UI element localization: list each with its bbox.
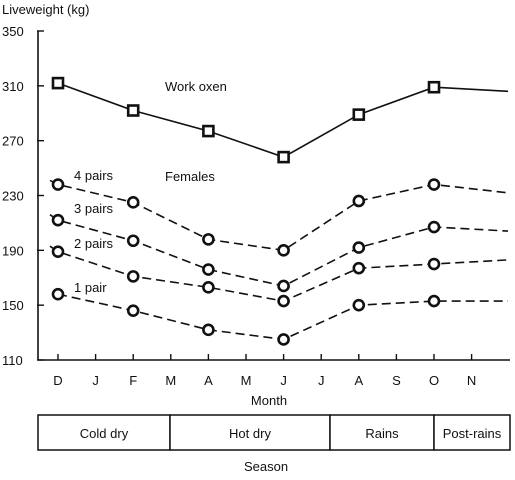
x-tick-label: A (354, 373, 363, 388)
data-point (352, 194, 366, 208)
y-tick-label: 190 (2, 243, 24, 258)
data-point (277, 244, 290, 257)
data-point (427, 178, 441, 191)
data-point (51, 213, 65, 227)
series-label: 3 pairs (74, 201, 114, 216)
y-tick-label: 150 (2, 298, 24, 313)
season-box (37, 414, 171, 451)
season-name: Cold dry (80, 426, 129, 441)
series-line (49, 179, 509, 252)
annotation-females: Females (165, 169, 215, 184)
data-point (202, 281, 215, 294)
x-tick-label: J (318, 373, 325, 388)
data-point (126, 304, 140, 317)
season-bar: Cold dry Hot dry Rains Post-rains (37, 414, 511, 451)
data-point (126, 234, 140, 248)
series-label: 4 pairs (74, 168, 114, 183)
x-tick-label: M (165, 373, 176, 388)
y-axis-label: Liveweight (kg) (2, 2, 89, 17)
x-tick-label: N (467, 373, 476, 388)
annotation-work-oxen: Work oxen (165, 79, 227, 94)
data-point (277, 150, 290, 164)
season-label: Season (244, 459, 288, 474)
y-tick-label: 350 (2, 24, 24, 39)
series-label: 1 pair (74, 280, 107, 295)
data-point (352, 298, 366, 312)
x-tick-label: J (280, 373, 287, 388)
series-2-pairs: 2 pairs (49, 236, 509, 308)
data-point (202, 263, 215, 276)
data-point (202, 323, 215, 337)
season-box (169, 414, 331, 451)
data-point (51, 287, 65, 301)
data-point (126, 196, 140, 209)
y-tick-label: 270 (2, 134, 24, 149)
series-3-pairs: 3 pairs (49, 201, 509, 293)
data-point (427, 257, 441, 271)
series-layer: 4 pairs 3 pairs 2 pairs 1 pair (49, 76, 509, 346)
season-name: Post-rains (443, 426, 502, 441)
series-work-oxen (51, 76, 509, 164)
data-point (427, 294, 441, 308)
season-box (433, 414, 511, 451)
x-axis-label: Month (251, 393, 287, 408)
data-point (51, 245, 65, 259)
season-name: Rains (365, 426, 399, 441)
y-tick-label: 310 (2, 79, 24, 94)
series-line (49, 245, 509, 302)
data-point (427, 80, 441, 94)
x-tick-label: M (241, 373, 252, 388)
data-point (277, 279, 290, 293)
y-tick-label: 230 (2, 189, 24, 204)
axes: 110 150 190 230 270 310 350 D J F M A M J J A S O N (2, 24, 510, 388)
x-tick-label: O (429, 373, 439, 388)
data-point (352, 108, 366, 121)
x-tick-label: J (92, 373, 99, 388)
series-line (49, 214, 509, 287)
series-1-pair: 1 pair (51, 280, 508, 346)
x-tick-label: F (129, 373, 137, 388)
data-point (51, 76, 65, 90)
x-tick-label: D (53, 373, 62, 388)
data-point (277, 333, 290, 346)
data-point (427, 220, 441, 234)
season-name: Hot dry (229, 426, 271, 441)
data-point (51, 178, 65, 191)
data-point (277, 294, 290, 308)
data-point (352, 261, 366, 275)
series-4-pairs: 4 pairs (49, 168, 509, 257)
series-line (57, 82, 509, 158)
data-point (126, 270, 140, 283)
x-tick-label: S (392, 373, 401, 388)
series-label: 2 pairs (74, 236, 114, 251)
data-point (126, 104, 140, 117)
data-point (352, 241, 366, 254)
data-point (202, 124, 215, 138)
data-point (202, 233, 215, 246)
y-tick-label: 110 (2, 353, 23, 368)
x-tick-label: A (204, 373, 213, 388)
